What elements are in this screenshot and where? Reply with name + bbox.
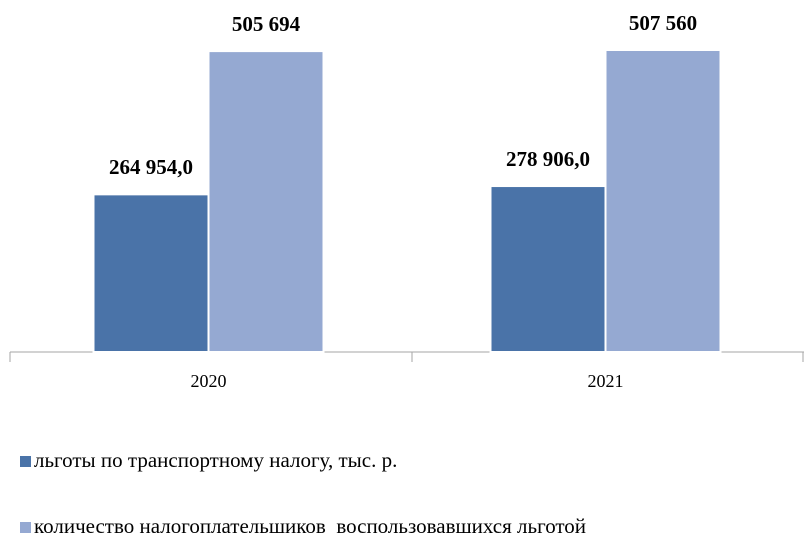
- bar: [207, 50, 325, 353]
- value-label: 264 954,0: [109, 155, 193, 179]
- legend-swatch: [20, 522, 31, 533]
- bar: [489, 185, 607, 353]
- value-label: 278 906,0: [506, 147, 590, 171]
- legend-label: льготы по транспортному налогу, тыс. р.: [34, 448, 397, 472]
- bar: [92, 193, 210, 353]
- value-label: 505 694: [232, 12, 301, 36]
- x-tick-label: 2020: [191, 371, 227, 391]
- legend-label: количество налогоплательшиков воспользов…: [34, 514, 586, 538]
- x-tick-label: 2021: [588, 371, 624, 391]
- legend-swatch: [20, 456, 31, 467]
- bar: [604, 49, 722, 353]
- value-label: 507 560: [629, 11, 697, 35]
